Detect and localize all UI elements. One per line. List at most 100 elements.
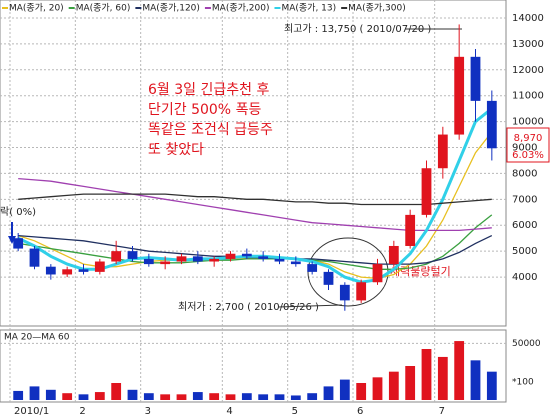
candle-body bbox=[454, 56, 465, 135]
candle-body bbox=[94, 261, 105, 272]
candle-body bbox=[470, 56, 481, 101]
annotation: 똑같은 조건식 급등주 bbox=[148, 122, 273, 138]
volume-bar bbox=[421, 349, 432, 400]
leader bbox=[277, 304, 343, 308]
candle-body bbox=[78, 269, 89, 272]
volume-legend: MA 20—MA 60 bbox=[4, 333, 70, 343]
volume-bar bbox=[127, 389, 138, 400]
x-tick-label: 2010/1 bbox=[14, 406, 49, 417]
legend-entry: MA(종가,200) bbox=[212, 3, 270, 14]
volume-bar bbox=[454, 341, 465, 400]
candle-body bbox=[323, 271, 334, 285]
volume-bar bbox=[176, 394, 187, 400]
candle-body bbox=[192, 256, 203, 262]
volume-bar bbox=[29, 386, 40, 400]
volume-bar bbox=[372, 377, 383, 400]
candle-body bbox=[437, 134, 448, 169]
volume-bar bbox=[258, 394, 269, 400]
volume-bar bbox=[307, 393, 318, 400]
candle-body bbox=[176, 256, 187, 262]
annotation: 단기간 500% 폭등 bbox=[148, 102, 261, 118]
volume-bar bbox=[62, 393, 73, 400]
candle-body bbox=[13, 238, 24, 249]
volume-bar bbox=[241, 393, 252, 400]
volume-bar bbox=[78, 394, 89, 400]
x-tick-label: 2 bbox=[79, 406, 85, 417]
candle-body bbox=[111, 251, 122, 262]
volume-bar bbox=[470, 360, 481, 400]
legend-entry: MA(종가, 20) bbox=[9, 3, 64, 14]
x-tick-label: 7 bbox=[439, 406, 445, 417]
candle-body bbox=[45, 266, 56, 275]
ma-line bbox=[18, 214, 493, 270]
x-tick-label: 4 bbox=[226, 406, 232, 417]
legend-entry: MA(종가,120) bbox=[142, 3, 200, 14]
volume-bar bbox=[274, 394, 285, 400]
volume-bar bbox=[225, 394, 236, 400]
y-tick-label: 14000 bbox=[512, 13, 544, 24]
y-tick-label: 9000 bbox=[512, 143, 537, 154]
volume-bar bbox=[209, 393, 220, 400]
candle-body bbox=[209, 258, 220, 262]
volume-bar bbox=[405, 366, 416, 400]
candle-body bbox=[241, 253, 252, 257]
y-tick-label: 13000 bbox=[512, 39, 544, 50]
current-change: 6.03% bbox=[512, 150, 544, 161]
candle-body bbox=[388, 245, 399, 265]
annotation: 6월 3일 긴급추천 후 bbox=[148, 82, 269, 98]
y-tick-label: 12000 bbox=[512, 65, 544, 76]
y-tick-label: 11000 bbox=[512, 91, 544, 102]
legend-entry: MA(종가,300) bbox=[348, 3, 406, 14]
volume-bar bbox=[111, 383, 122, 400]
candle-body bbox=[307, 264, 318, 272]
y-tick-label: 50000 bbox=[512, 339, 541, 349]
volume-bar bbox=[45, 389, 56, 400]
candle-body bbox=[405, 214, 416, 246]
y-tick-label: 5000 bbox=[512, 246, 537, 257]
candle-body bbox=[160, 261, 171, 265]
x-tick-label: 3 bbox=[145, 406, 151, 417]
y-tick-label: 8000 bbox=[512, 168, 537, 179]
y-tick-label: 7000 bbox=[512, 194, 537, 205]
candle-body bbox=[127, 251, 138, 259]
volume-bar bbox=[356, 383, 367, 400]
volume-unit: *100 bbox=[512, 378, 534, 388]
candle-body bbox=[29, 248, 40, 267]
volume-bar bbox=[143, 393, 154, 400]
volume-bar bbox=[160, 394, 171, 400]
candle-body bbox=[62, 269, 73, 275]
y-tick-label: 10000 bbox=[512, 117, 544, 128]
x-tick-label: 6 bbox=[357, 406, 363, 417]
low-label: 최저가 : 2,700 ( 2010/05/26 ) bbox=[178, 301, 319, 313]
annotation: 또 찾았다 bbox=[148, 142, 204, 158]
y-tick-label: 4000 bbox=[512, 272, 537, 283]
candle-body bbox=[372, 264, 383, 283]
legend-entry: MA(종가, 13) bbox=[281, 3, 336, 14]
volume-bar bbox=[339, 379, 350, 400]
high-label: 최고가 : 13,750 ( 2010/07/20 ) bbox=[284, 23, 431, 35]
volume-bar bbox=[94, 392, 105, 400]
arrow-head bbox=[8, 236, 16, 244]
candle-body bbox=[225, 253, 236, 259]
candle-body bbox=[356, 282, 367, 301]
candle-body bbox=[339, 284, 350, 301]
volume-bar bbox=[13, 390, 24, 400]
volume-bar bbox=[486, 371, 497, 400]
candle-body bbox=[274, 258, 285, 262]
candle-body bbox=[421, 168, 432, 215]
legend-entry: MA(종가, 60) bbox=[76, 3, 131, 14]
y-tick-label: 6000 bbox=[512, 220, 537, 231]
price-box bbox=[506, 127, 550, 163]
volume-bar bbox=[388, 371, 399, 400]
volume-bar bbox=[192, 392, 203, 400]
candle-body bbox=[486, 100, 497, 149]
x-tick-label: 5 bbox=[292, 406, 298, 417]
current-price: 8,970 bbox=[514, 133, 543, 144]
volume-bar bbox=[290, 395, 301, 400]
change-label: 락( 0%) bbox=[0, 206, 36, 218]
ma-line bbox=[18, 193, 492, 206]
volume-bar bbox=[437, 356, 448, 400]
candle-body bbox=[143, 258, 154, 265]
candle-body bbox=[258, 256, 269, 259]
